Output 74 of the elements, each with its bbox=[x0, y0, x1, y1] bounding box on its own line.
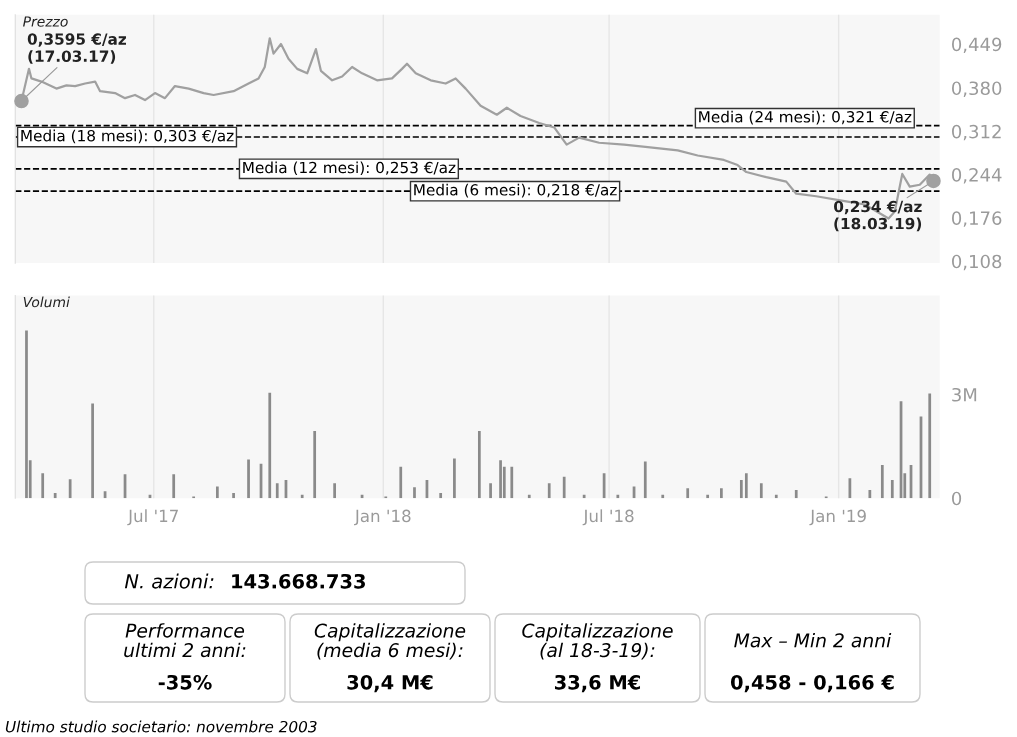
bar bbox=[759, 483, 763, 499]
y-tick-label: 0 bbox=[952, 491, 962, 506]
ref-line-label: Media (6 mesi): 0,218 €/az bbox=[414, 183, 617, 198]
bar bbox=[527, 494, 531, 499]
y-tick-label: 0,244 bbox=[952, 168, 1002, 184]
bar bbox=[399, 466, 403, 499]
bar bbox=[616, 494, 620, 499]
bar bbox=[172, 474, 176, 499]
y-tick-label: 0,176 bbox=[952, 211, 1002, 227]
bar bbox=[232, 493, 235, 499]
bar bbox=[720, 488, 723, 499]
x-tick-label: Jan '19 bbox=[809, 509, 866, 526]
y-tick-label: 0,449 bbox=[952, 37, 1002, 53]
ref-line-label: Media (18 mesi): 0,303 €/az bbox=[21, 129, 234, 144]
y-tick-label: 0,380 bbox=[952, 81, 1002, 97]
bar bbox=[215, 486, 219, 499]
bar bbox=[547, 483, 551, 499]
bar bbox=[928, 393, 932, 499]
y-tick-label: 3M bbox=[952, 387, 977, 402]
point bbox=[14, 93, 29, 109]
ref-line-label: Media (24 mesi): 0,321 €/az bbox=[699, 110, 912, 125]
bar bbox=[510, 466, 514, 499]
bar bbox=[268, 392, 272, 499]
x-tick-label: Jan '18 bbox=[354, 509, 411, 526]
chart-title: Volumi bbox=[23, 296, 70, 308]
bar bbox=[275, 483, 279, 499]
text: 30,4 M€ bbox=[347, 674, 433, 693]
bar bbox=[68, 479, 72, 499]
bar bbox=[794, 489, 798, 499]
bar bbox=[739, 479, 743, 499]
chart-title: Prezzo bbox=[23, 16, 68, 27]
bar bbox=[706, 494, 710, 499]
bar bbox=[25, 330, 28, 499]
bar bbox=[661, 494, 665, 499]
bar bbox=[91, 403, 94, 499]
ref-line-label: Media (12 mesi): 0,253 €/az bbox=[243, 161, 456, 176]
text: Max – Min 2 anni bbox=[734, 632, 892, 648]
bar bbox=[247, 459, 250, 499]
bar bbox=[868, 489, 872, 499]
y-tick-label: 0,312 bbox=[952, 124, 1001, 141]
annotation: 0,234 €/az (18.03.19) bbox=[834, 200, 922, 232]
text: 0,458 - 0,166 € bbox=[730, 674, 894, 693]
bar bbox=[413, 487, 416, 499]
text: Performance ultimi 2 anni: bbox=[124, 623, 246, 658]
point bbox=[926, 173, 941, 189]
bar bbox=[477, 431, 481, 499]
bar bbox=[300, 494, 304, 499]
y-tick-label: 0,108 bbox=[952, 254, 1002, 271]
text: -35% bbox=[158, 674, 212, 690]
bar bbox=[453, 458, 456, 499]
bar bbox=[439, 493, 443, 499]
text: N. azioni: bbox=[124, 573, 214, 589]
bar bbox=[643, 461, 647, 499]
text: 143.668.733 bbox=[232, 573, 365, 589]
bar bbox=[53, 493, 57, 499]
text: Capitalizzazione (al 18-3-19): bbox=[522, 623, 673, 660]
bar bbox=[499, 460, 502, 499]
bar bbox=[890, 479, 894, 499]
bar bbox=[562, 476, 566, 499]
text: Ultimo studio societario: novembre 2003 bbox=[5, 720, 317, 733]
bar bbox=[744, 473, 748, 499]
bar bbox=[880, 465, 884, 499]
text: Capitalizzazione (media 6 mesi): bbox=[314, 623, 466, 660]
bar bbox=[774, 494, 778, 499]
text: 33,6 M€ bbox=[554, 674, 641, 693]
bar bbox=[41, 473, 45, 499]
bar bbox=[333, 483, 337, 499]
bar bbox=[489, 483, 492, 499]
bar bbox=[313, 431, 317, 499]
bar bbox=[582, 494, 586, 499]
annotation: 0,3595 €/az (17.03.17) bbox=[27, 33, 126, 64]
x-tick-label: Jul '18 bbox=[582, 509, 634, 526]
x-tick-label: Jul '17 bbox=[127, 509, 178, 526]
bar bbox=[686, 488, 690, 499]
